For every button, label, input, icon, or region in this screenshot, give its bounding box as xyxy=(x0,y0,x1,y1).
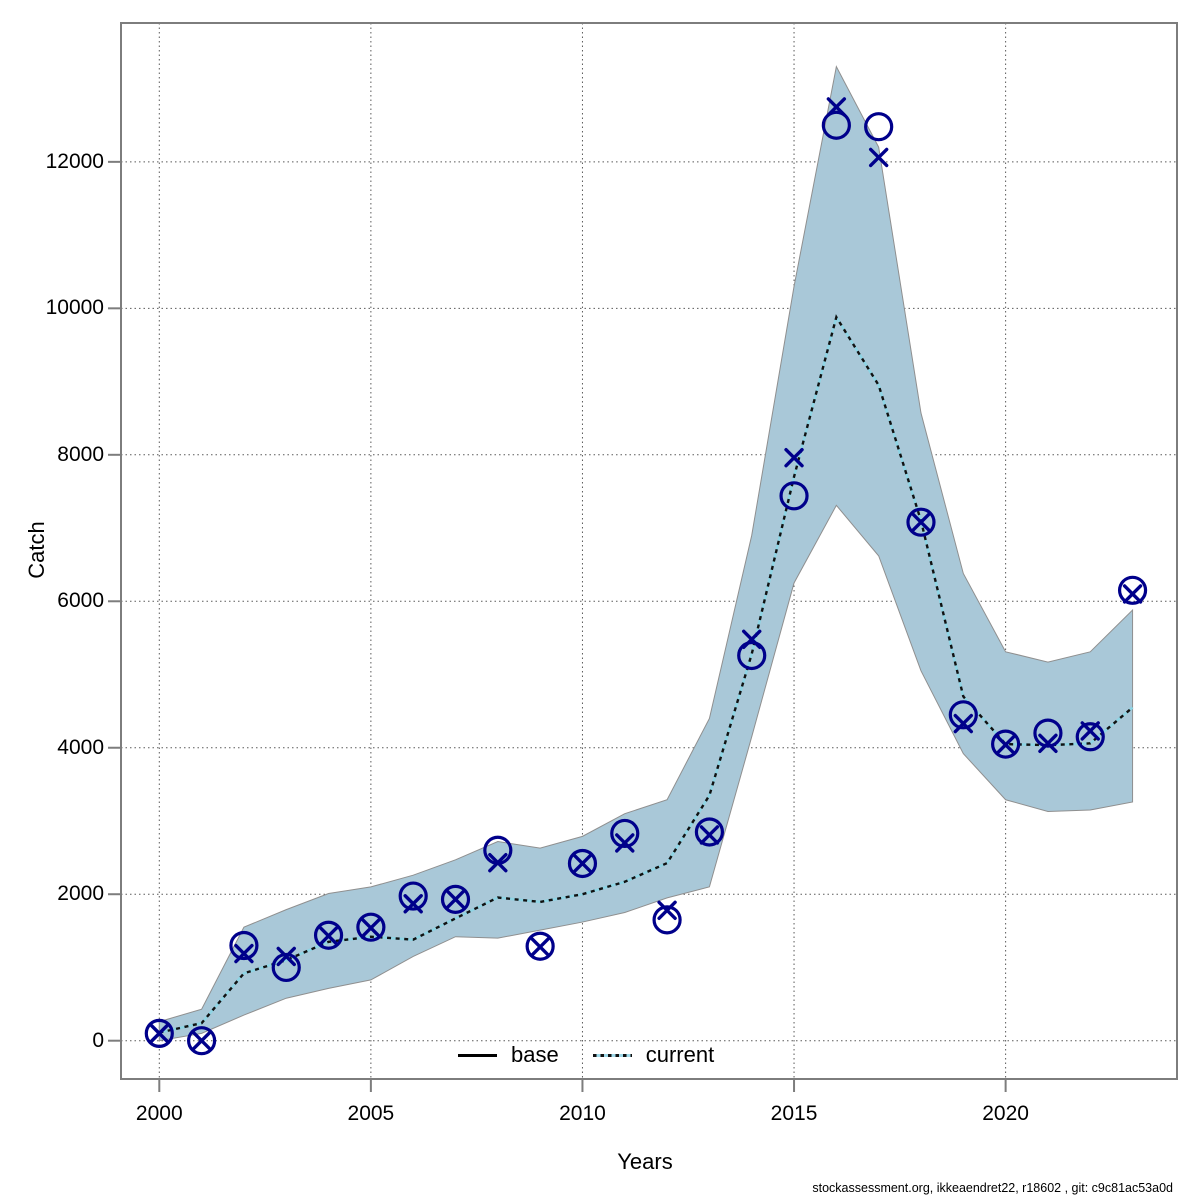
current-circle-marker xyxy=(737,640,767,671)
base-x-marker xyxy=(445,889,466,910)
confidence-band xyxy=(158,65,1134,1042)
base-x-marker xyxy=(868,147,889,168)
base-x-marker xyxy=(615,833,635,853)
current-circle-marker xyxy=(991,729,1021,759)
current-circle-marker xyxy=(1033,718,1063,748)
y-tick-label: 0 xyxy=(92,1028,104,1052)
legend: base current xyxy=(458,1042,714,1068)
footer-attribution: stockassessment.org, ikkeaendret22, r186… xyxy=(812,1181,1173,1195)
legend-label-base: base xyxy=(511,1042,559,1067)
current-circle-marker xyxy=(144,1018,174,1048)
y-tick-label: 8000 xyxy=(57,442,104,466)
base-x-marker xyxy=(784,448,804,468)
x-tick-label: 2005 xyxy=(347,1102,395,1125)
current-circle-marker xyxy=(864,112,894,142)
y-tick-label: 4000 xyxy=(57,735,104,759)
current-circle-marker xyxy=(906,507,936,537)
legend-item-current: current xyxy=(592,1042,715,1068)
x-axis-title: Years xyxy=(617,1149,673,1174)
current-circle-marker xyxy=(398,881,428,911)
base-x-marker xyxy=(1038,733,1058,754)
base-x-marker xyxy=(1122,584,1143,604)
current-circle-marker xyxy=(1075,722,1105,752)
x-tick-label: 2020 xyxy=(982,1102,1029,1125)
current-circle-marker xyxy=(440,884,471,914)
base-x-marker xyxy=(149,1023,169,1044)
current-circle-marker xyxy=(313,920,344,950)
current-circle-marker xyxy=(821,110,851,140)
y-tick-label: 10000 xyxy=(45,296,104,320)
plot-frame xyxy=(120,22,1178,1080)
current-circle-marker xyxy=(356,912,386,942)
base-x-marker xyxy=(657,900,677,921)
base-x-marker xyxy=(318,926,339,946)
y-axis-title: Catch xyxy=(24,521,49,579)
x-tick-label: 2010 xyxy=(559,1102,606,1125)
current-circle-marker xyxy=(1117,575,1148,605)
base-x-marker xyxy=(276,946,296,967)
legend-label-current: current xyxy=(645,1042,715,1067)
current-circle-marker xyxy=(525,931,555,961)
current-circle-marker xyxy=(779,481,809,511)
current-circle-marker xyxy=(694,817,725,847)
current-circle-marker xyxy=(229,930,259,961)
base-x-marker xyxy=(361,918,381,938)
current-circle-marker xyxy=(187,1026,217,1056)
current-circle-marker xyxy=(567,848,598,879)
legend-item-base: base xyxy=(458,1042,559,1068)
y-tick-label: 12000 xyxy=(45,149,104,173)
current-circle-marker xyxy=(483,835,513,865)
y-tick-label: 6000 xyxy=(57,589,104,613)
y-tick-label: 2000 xyxy=(57,882,104,906)
base-x-marker xyxy=(699,825,720,845)
base-line-sample-icon xyxy=(458,1053,497,1057)
base-x-marker xyxy=(995,735,1016,755)
x-tick-label: 2015 xyxy=(770,1102,818,1125)
current-circle-marker xyxy=(610,818,640,849)
base-x-marker xyxy=(572,853,593,874)
base-x-marker xyxy=(911,512,931,532)
current-circle-marker xyxy=(271,952,301,983)
current-circle-marker xyxy=(948,700,978,730)
current-circle-marker xyxy=(652,905,682,935)
base-x-marker xyxy=(530,937,550,957)
base-x-marker xyxy=(191,1030,212,1051)
x-tick-label: 2000 xyxy=(135,1102,183,1125)
current-line-sample-icon xyxy=(592,1053,632,1057)
base-x-marker xyxy=(953,713,974,734)
